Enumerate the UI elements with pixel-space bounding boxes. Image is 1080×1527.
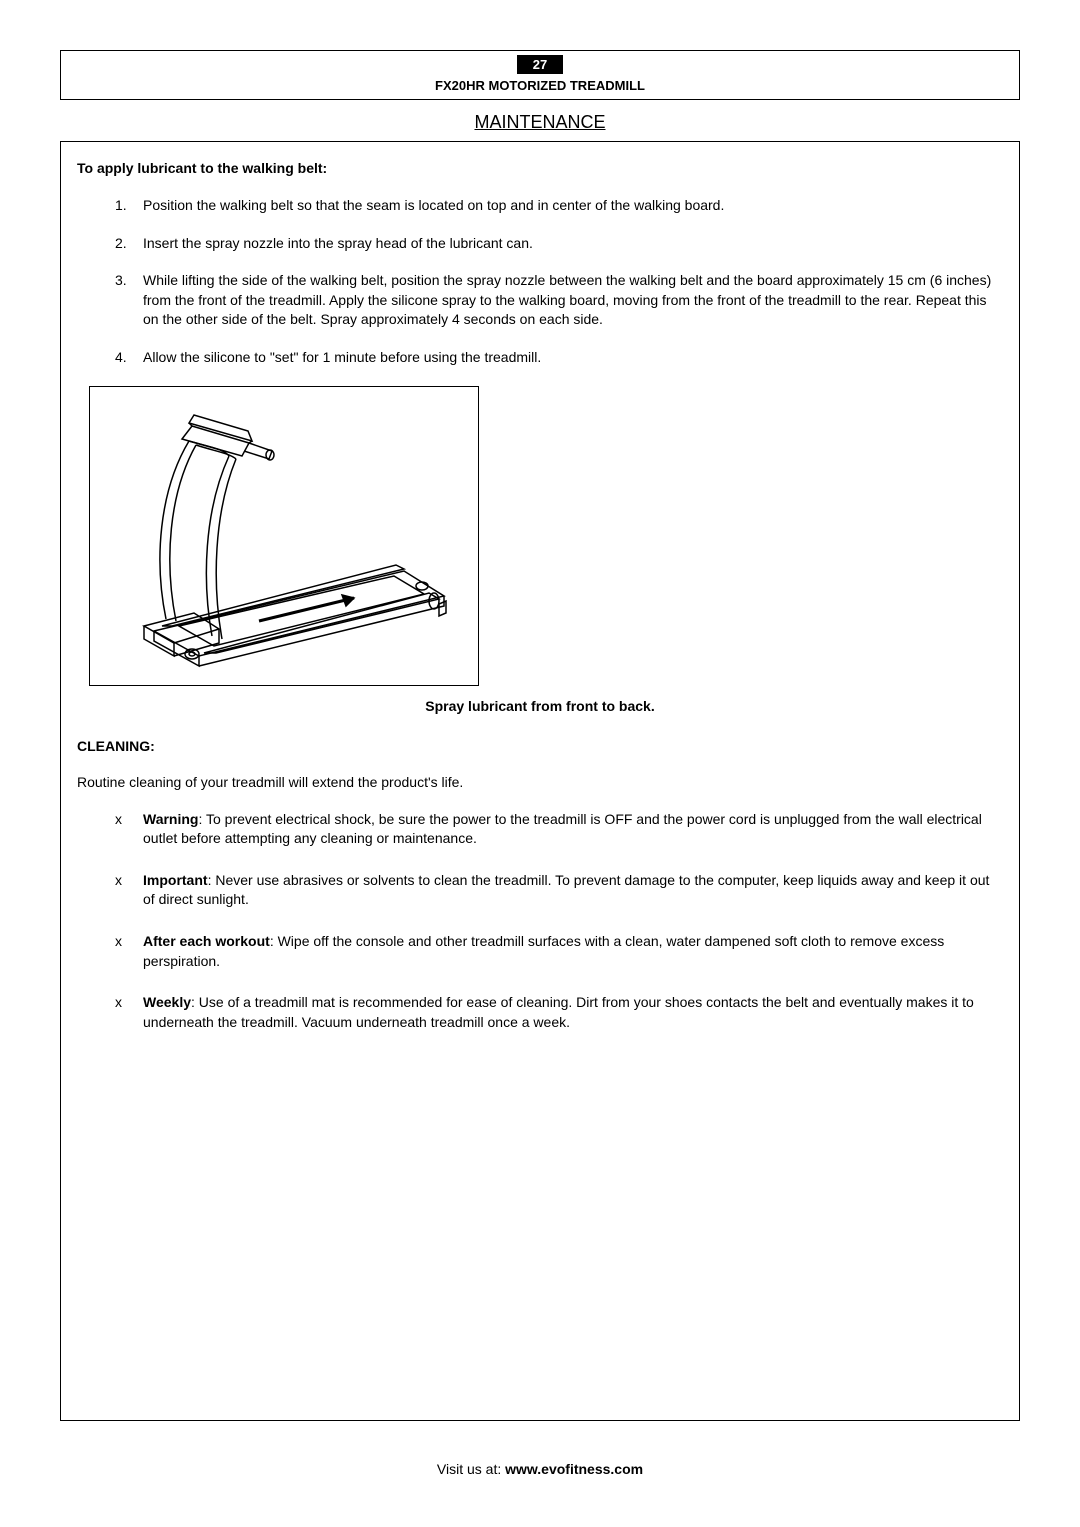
bullet-marker: x: [115, 993, 122, 1013]
footer: Visit us at: www.evofitness.com: [0, 1461, 1080, 1477]
bullet-item: x Warning: To prevent electrical shock, b…: [115, 810, 1003, 849]
bullet-label: Warning: [143, 811, 198, 827]
page-number: 27: [517, 55, 563, 74]
step-item: 2. Insert the spray nozzle into the spray…: [115, 234, 1003, 254]
colon: :: [323, 160, 328, 176]
product-title: FX20HR MOTORIZED TREADMILL: [61, 78, 1019, 93]
bullet-text: : To prevent electrical shock, be sure t…: [143, 811, 982, 847]
step-text: Position the walking belt so that the se…: [143, 197, 724, 213]
step-number: 2.: [115, 234, 127, 254]
content-box: To apply lubricant to the walking belt : …: [60, 141, 1020, 1421]
bullet-marker: x: [115, 871, 122, 891]
bullet-marker: x: [115, 932, 122, 952]
bullet-item: x Important: Never use abrasives or solve…: [115, 871, 1003, 910]
bullet-label: Important: [143, 872, 208, 888]
step-item: 4. Allow the silicone to "set" for 1 minu…: [115, 348, 1003, 368]
bullet-label: After each workout: [143, 933, 270, 949]
colon: :: [150, 738, 155, 754]
bullet-item: xAfter each workout: Wipe off the consol…: [115, 932, 1003, 971]
figure-caption: Spray lubricant from front to back.: [77, 698, 1003, 714]
lubricant-steps: 1. Position the walking belt so that the …: [77, 196, 1003, 368]
cleaning-bullets: x Warning: To prevent electrical shock, b…: [77, 810, 1003, 1033]
step-text: Allow the silicone to "set" for 1 minute…: [143, 349, 541, 365]
bullet-item: x Weekly: Use of a treadmill mat is recom…: [115, 993, 1003, 1032]
treadmill-figure: [89, 386, 479, 686]
step-number: 3.: [115, 271, 127, 291]
bullet-text: : Never use abrasives or solvents to cle…: [143, 872, 989, 908]
footer-url: www.evofitness.com: [505, 1461, 643, 1477]
step-item: 1. Position the walking belt so that the …: [115, 196, 1003, 216]
cleaning-intro: Routine cleaning of your treadmill will …: [77, 774, 1003, 790]
footer-prefix: Visit us at:: [437, 1461, 505, 1477]
cleaning-heading-text: CLEANING: [77, 738, 150, 754]
header-box: 27 FX20HR MOTORIZED TREADMILL: [60, 50, 1020, 100]
cleaning-heading: CLEANING:: [77, 738, 1003, 754]
step-item: 3. While lifting the side of the walking …: [115, 271, 1003, 330]
bullet-marker: x: [115, 810, 122, 830]
section-title: MAINTENANCE: [60, 112, 1020, 133]
step-number: 1.: [115, 196, 127, 216]
step-number: 4.: [115, 348, 127, 368]
bullet-label: Weekly: [143, 994, 191, 1010]
bullet-text: : Use of a treadmill mat is recommended …: [143, 994, 974, 1030]
treadmill-icon: [104, 401, 464, 671]
step-text: While lifting the side of the walking be…: [143, 272, 991, 327]
step-text: Insert the spray nozzle into the spray h…: [143, 235, 533, 251]
lubricant-heading: To apply lubricant to the walking belt:: [77, 160, 1003, 176]
lubricant-heading-text: To apply lubricant to the walking belt: [77, 160, 323, 176]
